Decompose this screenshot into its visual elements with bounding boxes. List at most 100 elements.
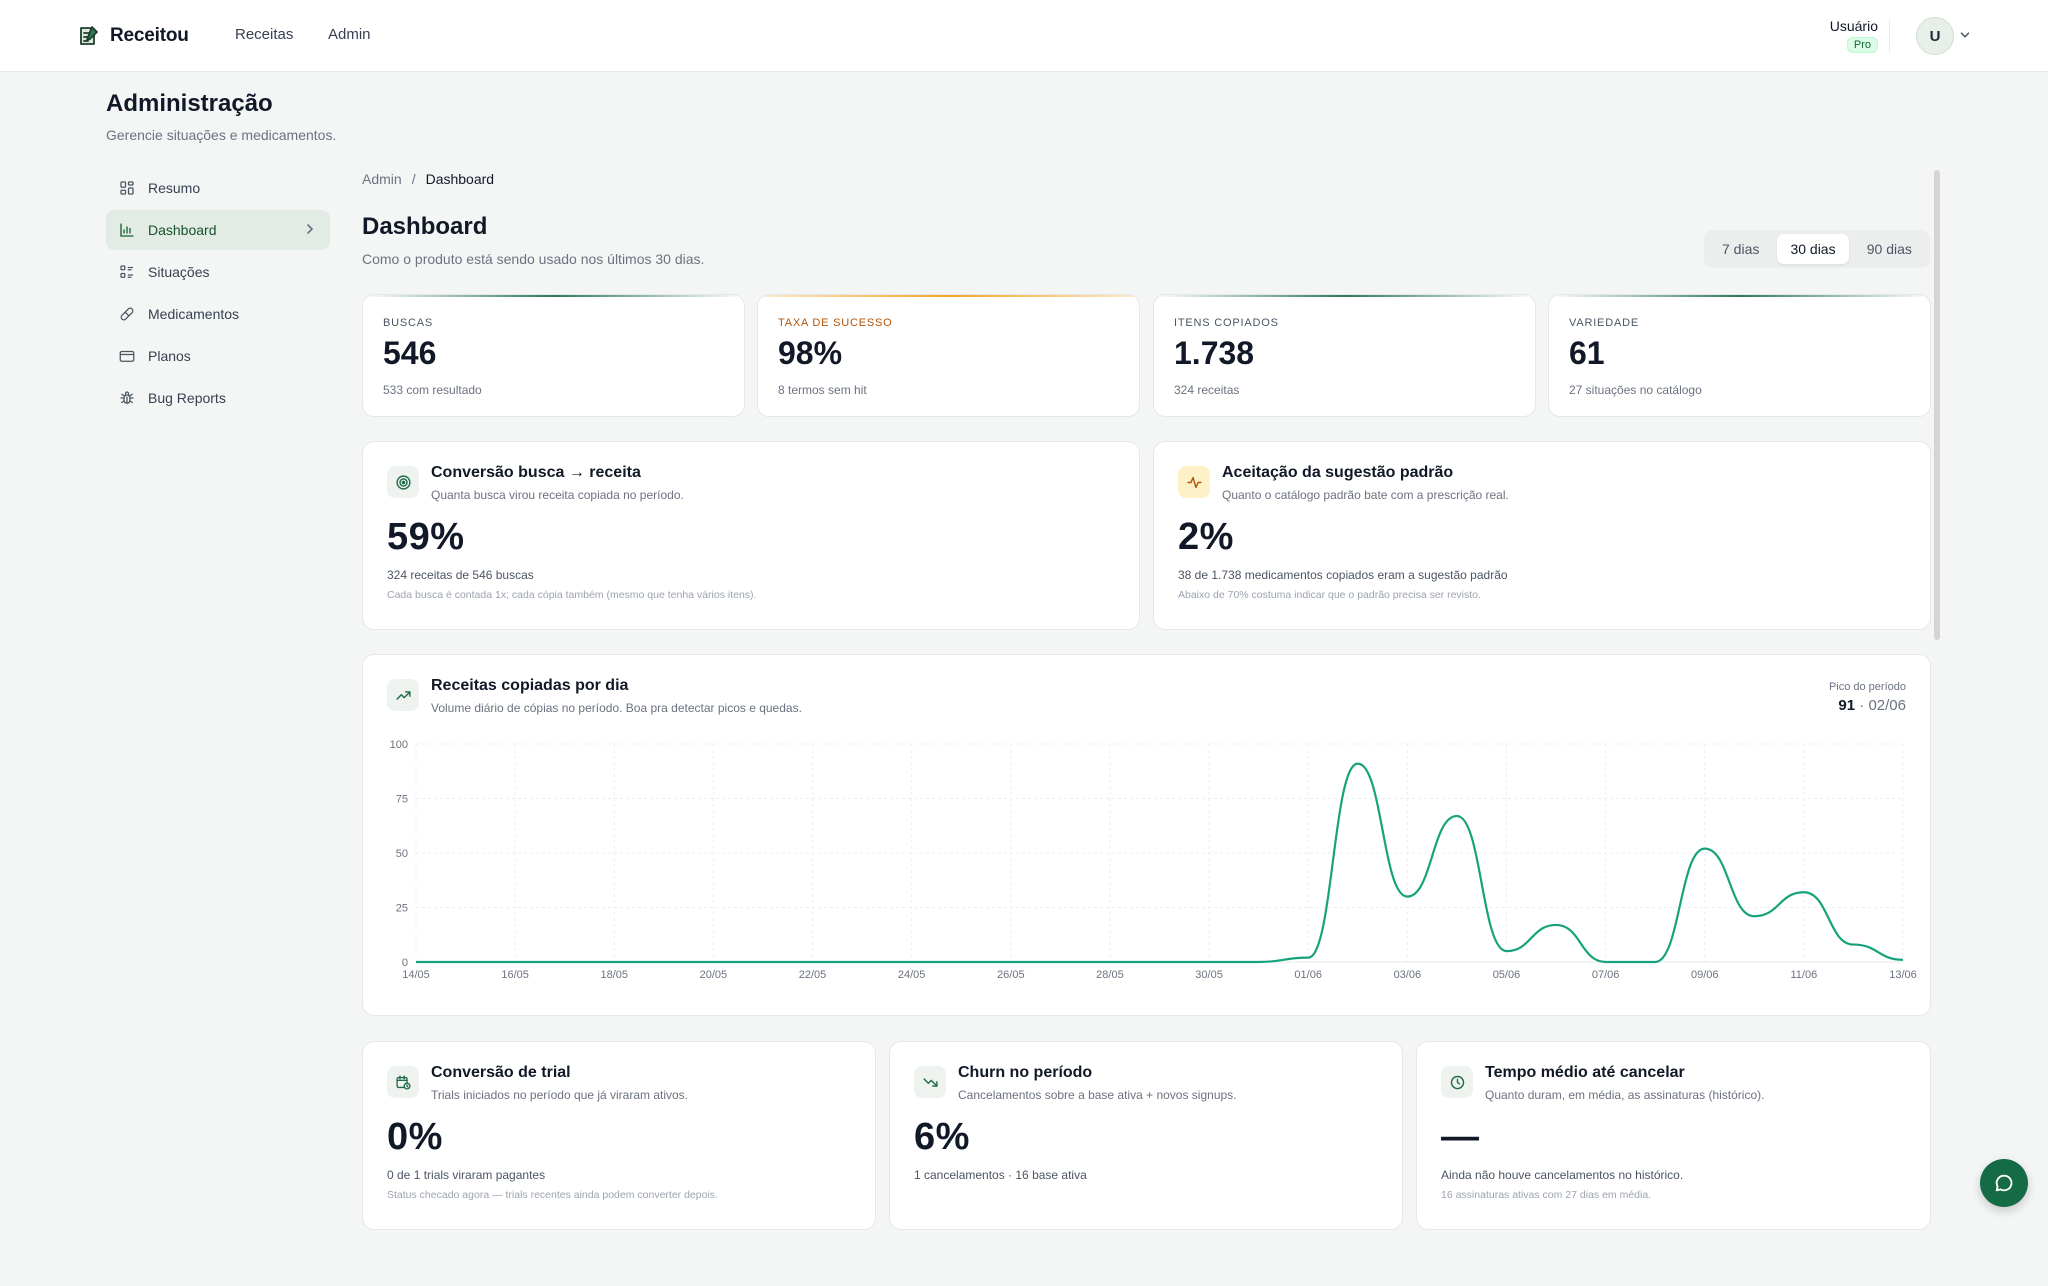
metric-title: Tempo médio até cancelar	[1485, 1064, 1685, 1081]
metric-card-conversao: Conversão busca → receita Quanta busca v…	[362, 441, 1140, 630]
peak-date: 02/06	[1868, 697, 1906, 714]
app-logo[interactable]: Receitou	[76, 22, 189, 50]
chart-panel-icon	[387, 679, 419, 711]
user-info: Usuário Pro	[1830, 18, 1878, 53]
stat-value: 61	[1569, 335, 1605, 371]
calendar-clock-icon	[395, 1074, 411, 1090]
metric-subtitle: Quanto o catálogo padrão bate com a pres…	[1222, 488, 1509, 502]
list-icon	[120, 265, 133, 278]
sidebar-item-situacoes[interactable]: Situações	[106, 252, 330, 292]
metric-title: Aceitação da sugestão padrão	[1222, 464, 1454, 481]
breadcrumb-parent[interactable]: Admin	[362, 171, 402, 187]
stat-label: BUSCAS	[383, 317, 434, 329]
metric-subtitle: Cancelamentos sobre a base ativa + novos…	[958, 1088, 1237, 1102]
stat-card-variedade: VARIEDADE 61 27 situações no catálogo	[1548, 294, 1931, 417]
stat-foot: 8 termos sem hit	[778, 383, 867, 397]
metric-note: Status checado agora — trials recentes a…	[387, 1189, 718, 1201]
chevron-down-icon[interactable]	[1958, 28, 1972, 42]
page-subtitle: Gerencie situações e medicamentos.	[106, 127, 337, 143]
nav-link-admin[interactable]: Admin	[328, 26, 371, 43]
stat-label: TAXA DE SUCESSO	[778, 317, 893, 329]
range-7-days[interactable]: 7 dias	[1722, 241, 1760, 257]
stat-foot: 27 situações no catálogo	[1569, 383, 1702, 397]
bug-icon	[120, 391, 134, 404]
sidebar-item-resumo[interactable]: Resumo	[106, 168, 330, 208]
metric-subtitle: Quanta busca virou receita copiada no pe…	[431, 488, 684, 502]
stat-value: 98%	[778, 335, 843, 371]
sidebar-item-label: Bug Reports	[148, 390, 226, 406]
sidebar-item-label: Dashboard	[148, 222, 217, 238]
y-tick-label: 50	[396, 848, 408, 860]
stat-value: 546	[383, 335, 437, 371]
x-tick-label: 16/05	[501, 969, 529, 981]
metric-detail: Ainda não houve cancelamentos no históri…	[1441, 1168, 1684, 1182]
x-tick-label: 20/05	[700, 969, 728, 981]
sidebar-item-label: Medicamentos	[148, 306, 240, 322]
trending-up-icon	[395, 690, 411, 700]
range-90-days[interactable]: 90 dias	[1866, 241, 1912, 257]
stat-label: ITENS COPIADOS	[1174, 317, 1279, 329]
metric-icon	[387, 1066, 419, 1098]
x-tick-label: 28/05	[1096, 969, 1124, 981]
x-tick-label: 09/06	[1691, 969, 1719, 981]
app-name: Receitou	[110, 25, 189, 46]
x-tick-label: 24/05	[898, 969, 926, 981]
sidebar: Resumo Dashboard Situações Medicamentos …	[106, 168, 330, 420]
stat-card-itens-copiados: ITENS COPIADOS 1.738 324 receitas	[1153, 294, 1536, 417]
metric-detail: 38 de 1.738 medicamentos copiados eram a…	[1178, 568, 1508, 582]
chart-panel: Receitas copiadas por dia Volume diário …	[362, 654, 1931, 1016]
metric-note: Cada busca é contada 1x; cada cópia tamb…	[387, 589, 757, 601]
user-name: Usuário	[1829, 18, 1878, 34]
dashboard-subtitle: Como o produto está sendo usado nos últi…	[362, 251, 705, 267]
peak-value: 91	[1838, 697, 1856, 714]
x-tick-label: 05/06	[1493, 969, 1521, 981]
prescription-pad-icon	[80, 26, 98, 45]
trending-down-icon	[922, 1077, 938, 1087]
card-accent	[1154, 295, 1535, 297]
x-tick-label: 01/06	[1294, 969, 1322, 981]
avatar[interactable]: U	[1916, 17, 1954, 55]
line-chart: 0 25 50 75 100 14/05 16/05 18/05 20/05 22/05 24/05…	[390, 739, 1917, 981]
metric-detail: 324 receitas de 546 buscas	[387, 568, 534, 582]
sidebar-item-label: Resumo	[148, 180, 201, 196]
sidebar-item-bug-reports[interactable]: Bug Reports	[106, 378, 330, 418]
scrollbar[interactable]	[1934, 170, 1940, 640]
breadcrumb-current: Dashboard	[425, 171, 495, 187]
divider	[1889, 20, 1890, 52]
grid-icon	[120, 181, 134, 195]
sidebar-item-label: Planos	[148, 348, 191, 364]
y-tick-label: 75	[396, 794, 408, 806]
metric-value: 0%	[387, 1116, 443, 1158]
breadcrumb: Admin / Dashboard	[362, 171, 494, 187]
sidebar-item-medicamentos[interactable]: Medicamentos	[106, 294, 330, 334]
pill-icon	[120, 307, 134, 321]
x-tick-label: 07/06	[1592, 969, 1620, 981]
metric-note: Abaixo de 70% costuma indicar que o padr…	[1178, 589, 1481, 601]
x-tick-label: 11/06	[1791, 969, 1818, 981]
range-selector: 7 dias 30 dias 90 dias	[1704, 230, 1930, 268]
top-nav: Receitou Receitas Admin Usuário Pro U	[0, 0, 2048, 72]
chevron-right-icon	[307, 224, 314, 234]
chat-bubble-icon	[1995, 1174, 2013, 1192]
range-30-days[interactable]: 30 dias	[1777, 234, 1849, 264]
stat-card-buscas: BUSCAS 546 533 com resultado	[362, 294, 745, 417]
sidebar-item-planos[interactable]: Planos	[106, 336, 330, 376]
peak-readout: 91 · 02/06	[1838, 697, 1906, 714]
chat-button[interactable]	[1980, 1159, 2028, 1207]
page-title: Administração	[106, 90, 273, 117]
x-tick-label: 14/05	[402, 969, 430, 981]
stat-label: VARIEDADE	[1569, 317, 1639, 329]
bar-chart-icon	[120, 223, 134, 237]
chart-title: Receitas copiadas por dia	[431, 677, 629, 694]
x-tick-label: 22/05	[799, 969, 827, 981]
sidebar-item-dashboard[interactable]: Dashboard	[106, 210, 330, 250]
stat-foot: 324 receitas	[1174, 383, 1240, 397]
chart-subtitle: Volume diário de cópias no período. Boa …	[431, 701, 802, 715]
x-tick-label: 26/05	[997, 969, 1025, 981]
x-tick-label: 13/06	[1889, 969, 1917, 981]
metric-detail: 0 de 1 trials viraram pagantes	[387, 1168, 546, 1182]
card-accent	[1549, 295, 1930, 297]
nav-link-receitas[interactable]: Receitas	[235, 26, 294, 43]
metric-subtitle: Quanto duram, em média, as assinaturas (…	[1485, 1088, 1765, 1102]
metric-icon	[1178, 466, 1210, 498]
